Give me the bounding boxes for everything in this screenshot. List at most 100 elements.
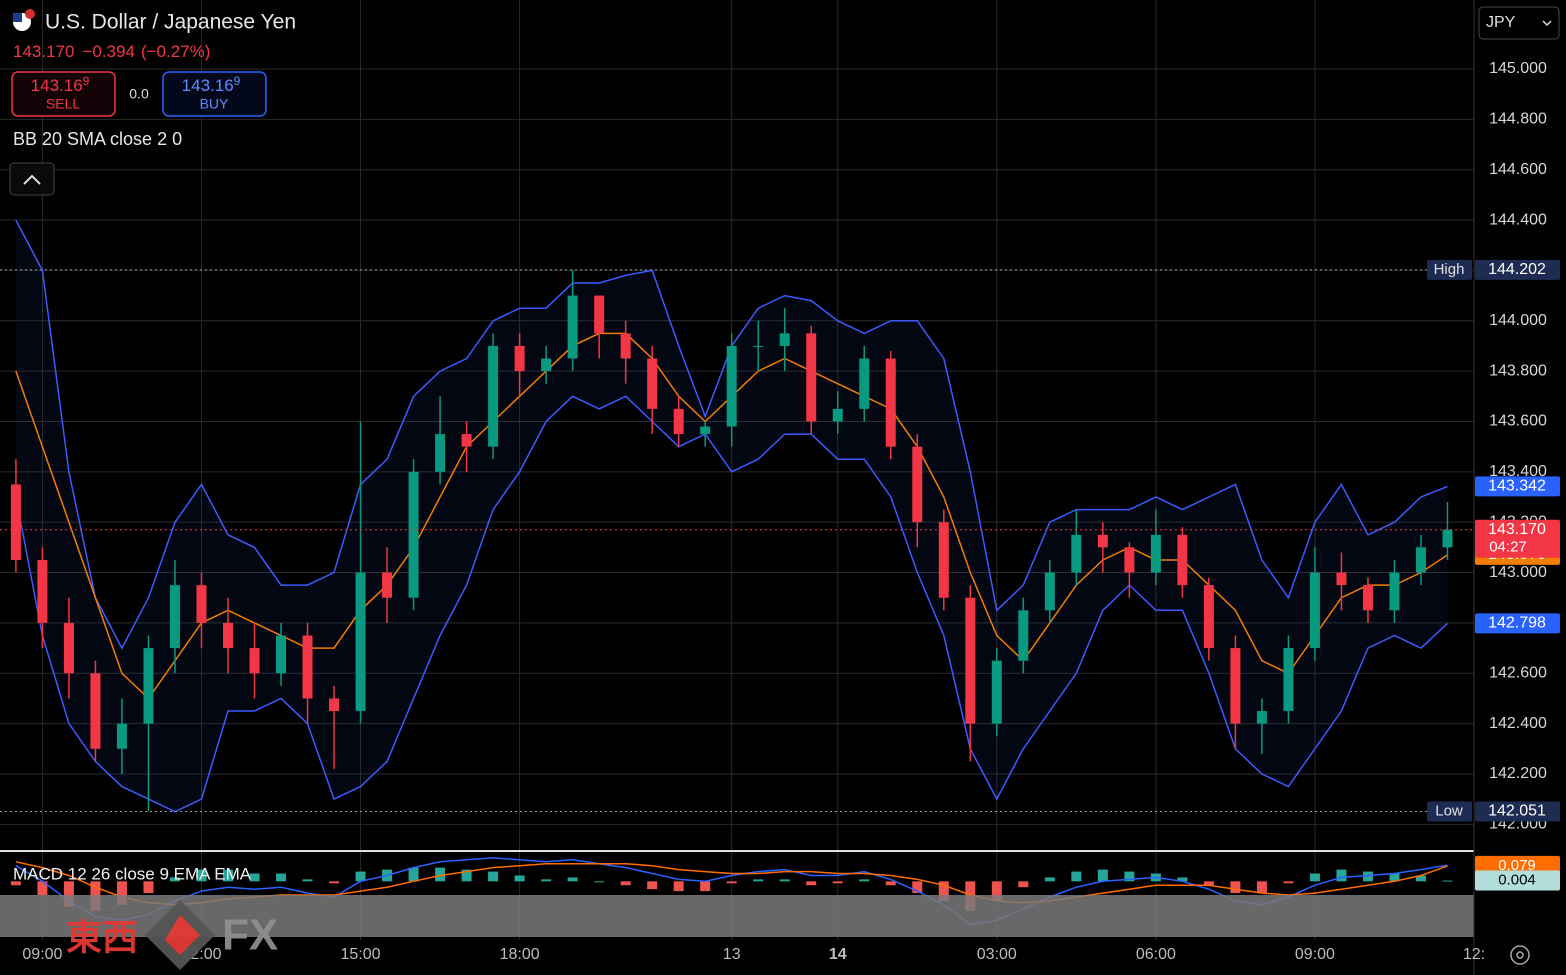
candle-body	[488, 345, 499, 447]
overlay-band	[0, 895, 1474, 937]
band-fill	[15, 220, 1448, 812]
x-tick-label: 12:	[1463, 946, 1485, 963]
macd-histogram-bar	[1230, 881, 1241, 894]
price-badge	[1475, 476, 1560, 497]
candle-body	[673, 408, 684, 435]
candle-body	[753, 345, 764, 347]
macd-histogram-bar	[10, 881, 21, 886]
candle-body	[806, 333, 817, 422]
macd-histogram-bar	[859, 879, 870, 882]
macd-histogram-bar	[594, 881, 605, 883]
candle-body	[620, 333, 631, 359]
y-tick-label: 142.400	[1489, 715, 1547, 732]
macd-histogram-bar	[329, 881, 340, 884]
x-tick-label: 14	[829, 946, 847, 963]
macd-histogram-bar	[1389, 873, 1400, 882]
candle-body	[1309, 572, 1320, 649]
symbol-title: U.S. Dollar / Japanese Yen	[45, 11, 296, 34]
extreme-tag	[1427, 259, 1472, 280]
buy-pip[interactable]: 9	[234, 74, 241, 88]
macd-histogram-bar	[938, 881, 949, 901]
sell-button[interactable]: 143.169 SELL	[11, 71, 116, 117]
settings-icon[interactable]	[1510, 945, 1530, 965]
candle-body	[1389, 572, 1400, 611]
macd-histogram-bar	[169, 877, 180, 882]
candle-body	[1256, 711, 1267, 724]
y-tick-label: 144.400	[1489, 211, 1547, 228]
collapse-button[interactable]	[9, 162, 55, 196]
countdown: 04:27	[1489, 539, 1527, 556]
buy-button[interactable]: 143.169 BUY	[162, 71, 267, 117]
dropdown-arrow[interactable]	[1542, 20, 1552, 27]
candle-body	[1044, 572, 1055, 611]
extreme-tag-label: Low	[1435, 802, 1463, 819]
macd-histogram-bar	[488, 871, 499, 882]
macd-histogram-bar	[1442, 880, 1453, 882]
candle-body	[912, 446, 923, 523]
macd-histogram-bar	[991, 881, 1002, 901]
sell-label[interactable]: SELL	[46, 96, 80, 112]
candle-body	[408, 471, 419, 598]
x-tick-label: 18:00	[500, 946, 540, 963]
y-tick-label: 143.800	[1489, 362, 1547, 379]
watermark: 東西 FX	[66, 900, 278, 970]
macd-histogram-bar	[408, 867, 419, 882]
macd-histogram-bar	[1336, 869, 1347, 882]
collapse-button-box[interactable]	[9, 162, 55, 196]
spread: 0.0	[129, 86, 149, 102]
candle-body	[37, 559, 48, 623]
flag-icon	[25, 9, 35, 19]
currency-dropdown[interactable]: JPY	[1478, 6, 1560, 40]
indicator-label[interactable]: BB 20 SMA close 2 0	[13, 129, 182, 149]
macd-label[interactable]: MACD 12 26 close 9 EMA EMA	[13, 864, 252, 883]
sell-price-main[interactable]: 143.16	[31, 76, 83, 95]
candle-body	[1018, 610, 1029, 661]
settings-icon[interactable]	[1516, 951, 1524, 959]
macd-histogram-bar	[276, 873, 287, 882]
last-price: 143.170	[13, 42, 74, 61]
buy-price[interactable]: 143.169	[182, 74, 241, 95]
y-tick-label: 144.800	[1489, 111, 1547, 128]
candle-body	[832, 408, 843, 422]
macd-pane	[10, 857, 1453, 926]
candle-body	[116, 723, 127, 749]
price-badge	[1475, 259, 1560, 280]
settings-button[interactable]	[1510, 945, 1530, 965]
macd-histogram-bar	[302, 879, 313, 882]
candle-body	[1124, 547, 1135, 573]
price-badge-label: 143.170	[1488, 521, 1546, 538]
sell-pip[interactable]: 9	[83, 74, 90, 88]
x-tick-label: 06:00	[1136, 946, 1176, 963]
candle-body	[726, 345, 737, 427]
candle-body	[1415, 547, 1426, 573]
buy-label[interactable]: BUY	[200, 96, 229, 112]
candle-body	[1230, 648, 1241, 724]
candle-body	[965, 597, 976, 724]
macd-histogram-bar	[1071, 871, 1082, 882]
sell-button-box[interactable]	[11, 71, 116, 117]
candle-body	[10, 484, 21, 560]
candle-body	[1071, 534, 1082, 573]
buy-price-main[interactable]: 143.16	[182, 76, 234, 95]
macd-histogram-bar	[1124, 871, 1135, 882]
currency-label[interactable]: JPY	[1486, 14, 1516, 31]
chevron-icon[interactable]	[23, 174, 41, 185]
sell-price[interactable]: 143.169	[31, 74, 90, 95]
candle-body	[196, 585, 207, 623]
currency-dropdown-box[interactable]	[1478, 6, 1560, 40]
candle-body	[355, 572, 366, 712]
macd-badge	[1475, 870, 1560, 891]
candle-body	[938, 522, 949, 598]
candle-body	[514, 345, 525, 372]
macd-histogram-bar	[806, 881, 817, 886]
candle-body	[143, 648, 154, 724]
macd-histogram-bar	[726, 881, 737, 884]
price-badge	[1475, 519, 1560, 558]
macd-histogram-bar	[1018, 881, 1029, 888]
buy-button-box[interactable]	[162, 71, 267, 117]
overlays: High 144.202 Low 142.051 143.342 142.798 143.0…	[0, 259, 1560, 891]
macd-histogram-bar	[1415, 875, 1426, 882]
candle-body	[567, 295, 578, 359]
macd-histogram-bar	[196, 869, 207, 882]
candle-body	[90, 673, 101, 749]
